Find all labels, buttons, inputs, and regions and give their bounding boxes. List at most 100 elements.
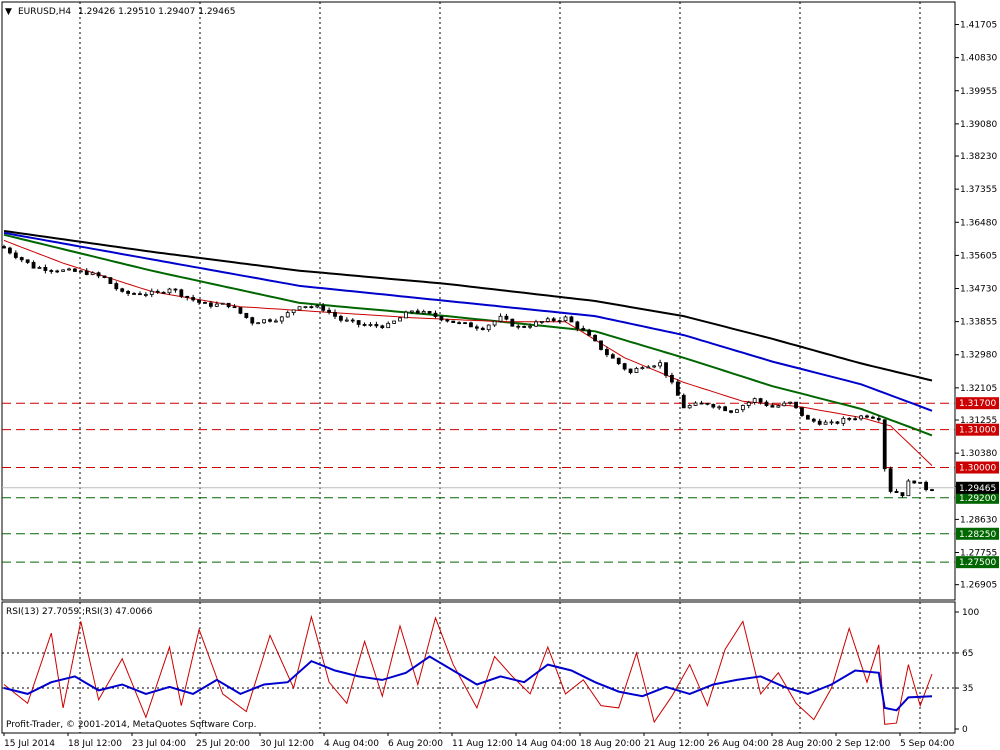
candle-body (78, 270, 83, 273)
candle-body (197, 299, 201, 303)
candle-body (167, 288, 172, 294)
price-level-labels: 1.31700 1.31000 1.30000 1.29200 1.28250 1.275… (956, 397, 999, 569)
candle-body (835, 421, 840, 424)
candle-body (25, 259, 30, 263)
candle-body (605, 349, 609, 356)
price-tick-label: 1.41705 (960, 21, 997, 31)
price-tick-label: 1.26905 (960, 581, 997, 591)
candle-body (817, 420, 822, 425)
price-tick-label: 1.38230 (960, 152, 997, 162)
moving-average-line (3, 239, 933, 466)
price-axis[interactable]: 1.41705 1.40830 1.39955 1.39080 1.38230 1.373… (955, 21, 997, 591)
candles (2, 244, 934, 498)
price-tick-label: 1.28630 (960, 515, 997, 525)
candle-body (847, 417, 852, 420)
candle-body (735, 409, 739, 413)
candle-body (522, 326, 527, 328)
candle-body (652, 365, 657, 368)
candle-body (788, 401, 793, 404)
candle-body (291, 309, 296, 314)
time-tick-label: 2 Sep 12:00 (836, 739, 891, 749)
candle-body (43, 267, 48, 271)
candle-body (876, 417, 881, 421)
candle-body (841, 417, 846, 424)
candle-body (238, 307, 243, 314)
candle-body (699, 402, 704, 405)
candle-body (746, 402, 751, 406)
time-tick-label: 15 Jul 2014 (4, 739, 55, 749)
candle-body (729, 410, 733, 413)
candle-body (13, 252, 18, 258)
current-price-label: 1.29465 (959, 484, 996, 494)
candle-body (173, 288, 178, 291)
rsi-lines (3, 614, 933, 725)
price-pane[interactable]: 1.41705 1.40830 1.39955 1.39080 1.38230 1.373… (1, 1, 999, 601)
candle-body (244, 312, 249, 319)
candle-body (90, 272, 95, 275)
candle-body (344, 319, 349, 322)
candle-body (114, 283, 119, 290)
candle-body (865, 415, 869, 418)
candle-body (800, 407, 804, 416)
candle-body (415, 310, 420, 314)
candle-body (19, 257, 24, 261)
candle-body (551, 318, 556, 322)
candle-body (918, 481, 923, 484)
candle-body (214, 303, 219, 307)
rsi-tick-label: 0 (962, 725, 968, 735)
candle-body (693, 402, 698, 406)
candle-body (776, 405, 781, 408)
price-pane-frame (1, 1, 956, 601)
candle-body (752, 398, 757, 403)
candle-body (912, 480, 917, 484)
candle-body (569, 316, 574, 323)
support-level-label: 1.27500 (959, 558, 996, 568)
candle-body (575, 321, 580, 329)
candle-body (321, 305, 326, 311)
candle-body (333, 311, 337, 317)
candle-body (250, 317, 255, 324)
candle-body (143, 294, 148, 296)
candle-body (256, 322, 261, 325)
candle-body (870, 416, 875, 419)
candle-body (823, 421, 828, 425)
candle-body (155, 290, 160, 293)
candle-body (534, 321, 538, 327)
candle-body (161, 291, 166, 294)
resistance-level-label: 1.31700 (959, 399, 996, 409)
moving-average-line (3, 231, 933, 412)
resistance-level-tag (956, 397, 999, 410)
candle-body (474, 326, 479, 329)
rsi-series-line (3, 655, 933, 712)
candle-body (469, 322, 473, 328)
rsi-pane[interactable]: 100 65 35 0 RSI(13) 27.7059 ;RSI(3) 47.0066… (1, 601, 979, 735)
candle-body (599, 340, 603, 350)
rsi-title: RSI(13) 27.7059 ;RSI(3) 47.0066 (6, 607, 153, 617)
candle-body (220, 302, 225, 305)
candle-body (770, 405, 775, 408)
time-axis: 15 Jul 2014 18 Jul 12:00 23 Jul 04:00 25 Ju… (3, 733, 955, 749)
candle-body (900, 492, 905, 497)
candle-body (179, 289, 184, 297)
candle-body (208, 302, 213, 307)
candle-body (634, 367, 639, 373)
symbol-dropdown-icon[interactable]: ▼ (5, 7, 12, 17)
price-tick-label: 1.30380 (960, 449, 997, 459)
rsi-tick-label: 35 (962, 684, 973, 694)
candle-body (350, 319, 355, 322)
moving-average-line (3, 233, 933, 437)
time-tick-label: 26 Aug 04:00 (708, 739, 769, 749)
candle-body (297, 306, 302, 311)
candle-body (37, 267, 42, 269)
resistance-level-tag (956, 461, 999, 474)
candle-body (362, 324, 367, 326)
candle-body (539, 321, 544, 323)
candle-body (303, 306, 308, 309)
candle-body (805, 415, 810, 420)
candle-body (433, 312, 438, 317)
candle-body (421, 311, 426, 314)
candle-body (664, 362, 668, 376)
candle-body (622, 363, 627, 370)
candle-body (492, 320, 497, 326)
